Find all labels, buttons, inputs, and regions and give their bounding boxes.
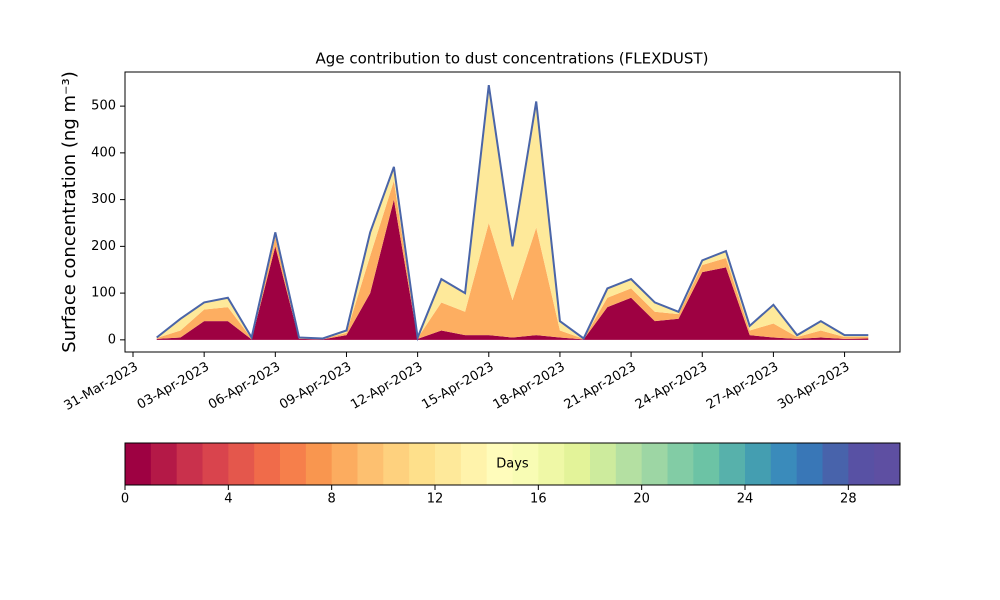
colorbar-swatch (796, 443, 823, 485)
x-tick-label: 30-Apr-2023 (775, 360, 852, 413)
colorbar-frame (124, 442, 901, 486)
x-tick-label: 03-Apr-2023 (135, 360, 212, 413)
area (156, 180, 869, 340)
colorbar-swatch (770, 443, 798, 485)
colorbar-swatch (280, 443, 307, 485)
y-axis-label: Surface concentration (ng m⁻³) (59, 71, 80, 353)
y-tick-label: 100 (91, 286, 116, 301)
colorbar-swatch (383, 443, 410, 485)
colorbar-swatch (564, 443, 591, 485)
colorbar-tick-label: 0 (121, 492, 129, 507)
colorbar-swatch (693, 443, 720, 485)
colorbar-swatch (125, 443, 152, 485)
colorbar-swatch (874, 443, 901, 485)
plot-frame (124, 71, 901, 353)
y-tick-label: 300 (91, 192, 116, 207)
colorbar-swatch (719, 443, 746, 485)
x-tick-label: 24-Apr-2023 (633, 360, 710, 413)
colorbar-swatch (460, 443, 488, 485)
colorbar-swatch (305, 443, 333, 485)
x-tick-label: 18-Apr-2023 (491, 360, 568, 413)
x-tick-label: 12-Apr-2023 (348, 360, 425, 413)
y-tick-label: 200 (91, 239, 116, 254)
x-tick-label: 06-Apr-2023 (206, 360, 283, 413)
colorbar-swatch (435, 443, 462, 485)
colorbar-swatch (822, 443, 849, 485)
colorbar-swatch (228, 443, 255, 485)
colorbar-tick-label: 4 (224, 492, 232, 507)
x-tick-label: 15-Apr-2023 (419, 360, 496, 413)
colorbar-swatch (590, 443, 617, 485)
colorbar-swatch (512, 443, 539, 485)
chart-title: Age contribution to dust concentrations … (316, 50, 709, 68)
colorbar-swatch (667, 443, 694, 485)
colorbar-swatch (745, 443, 772, 485)
colorbar-swatch (254, 443, 281, 485)
area (156, 85, 869, 339)
colorbar-swatch (357, 443, 384, 485)
y-tick-label: 400 (91, 145, 116, 160)
colorbar-swatch (615, 443, 643, 485)
colorbar-swatch (150, 443, 178, 485)
colorbar-swatch (486, 443, 513, 485)
colorbar-tick-label: 8 (328, 492, 336, 507)
colorbar-swatch (409, 443, 436, 485)
y-tick-label: 0 (108, 332, 116, 347)
colorbar-tick-label: 28 (840, 492, 857, 507)
colorbar-swatch (176, 443, 203, 485)
colorbar-swatch (331, 443, 358, 485)
x-tick-label: 21-Apr-2023 (562, 360, 639, 413)
x-tick-label: 09-Apr-2023 (277, 360, 354, 413)
colorbar-swatch (641, 443, 668, 485)
colorbar-swatch (848, 443, 875, 485)
colorbar-tick-label: 16 (530, 492, 547, 507)
area (156, 199, 869, 340)
x-tick-label: 31-Mar-2023 (62, 360, 141, 414)
total-line (156, 84, 869, 342)
colorbar-swatch (538, 443, 565, 485)
colorbar-tick-label: 20 (633, 492, 650, 507)
colorbar-tick-label: 24 (737, 492, 754, 507)
x-tick-label: 27-Apr-2023 (704, 360, 781, 413)
y-tick-label: 500 (91, 99, 116, 114)
colorbar-label: Days (496, 457, 529, 472)
colorbar-tick-label: 12 (427, 492, 444, 507)
colorbar-swatch (202, 443, 229, 485)
